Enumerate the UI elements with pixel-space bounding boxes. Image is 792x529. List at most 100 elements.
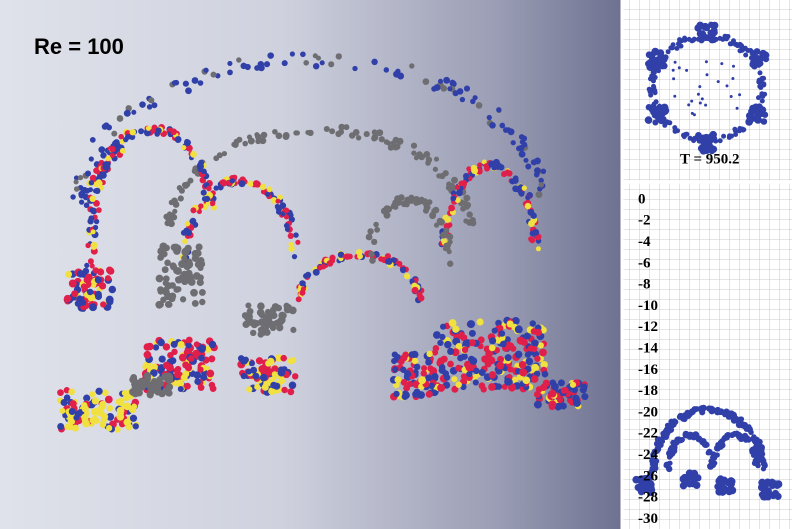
- particle: [489, 371, 497, 379]
- particle: [666, 466, 672, 472]
- particle: [305, 272, 311, 278]
- particle: [672, 69, 675, 72]
- particle: [706, 450, 711, 455]
- particle: [536, 191, 543, 198]
- particle: [682, 38, 687, 43]
- particle: [702, 441, 708, 447]
- particle: [726, 34, 731, 39]
- particle: [175, 268, 182, 275]
- particle: [534, 401, 542, 409]
- particle: [741, 423, 748, 430]
- particle: [85, 243, 90, 248]
- particle: [186, 337, 193, 344]
- particle: [710, 131, 717, 138]
- particle: [183, 81, 189, 87]
- particle: [301, 287, 306, 292]
- particle: [525, 203, 531, 209]
- particle: [264, 61, 270, 67]
- particle: [703, 24, 710, 31]
- particle: [699, 102, 702, 105]
- particle: [155, 301, 163, 309]
- particle: [743, 53, 748, 58]
- particle: [371, 59, 377, 65]
- particle: [123, 137, 128, 142]
- particle: [718, 36, 723, 41]
- particle: [198, 355, 205, 362]
- particle: [111, 131, 117, 137]
- particle: [249, 360, 255, 366]
- particle: [161, 250, 168, 257]
- particle: [445, 246, 450, 251]
- particle: [680, 475, 688, 483]
- particle: [367, 228, 373, 234]
- particle: [453, 90, 459, 96]
- particle: [447, 261, 453, 267]
- particle: [133, 423, 139, 429]
- particle: [414, 155, 419, 160]
- particle: [158, 380, 165, 387]
- particle: [654, 99, 659, 104]
- particle: [190, 151, 197, 158]
- particle: [381, 208, 388, 215]
- particle: [423, 202, 428, 207]
- particle: [455, 381, 461, 387]
- particle: [352, 66, 357, 71]
- particle: [69, 280, 77, 288]
- particle: [558, 379, 565, 386]
- particle: [89, 180, 94, 185]
- particle: [90, 137, 96, 143]
- particle: [425, 359, 432, 366]
- particle: [276, 132, 283, 139]
- particle: [473, 368, 479, 374]
- depth-label: -4: [638, 234, 651, 250]
- particle: [185, 245, 192, 252]
- particle: [438, 79, 443, 84]
- particle: [447, 361, 454, 368]
- particle: [88, 187, 93, 192]
- particle: [507, 320, 514, 327]
- particle: [162, 266, 169, 273]
- particle: [451, 177, 458, 184]
- particle: [414, 364, 421, 371]
- particle: [729, 432, 735, 438]
- particle: [404, 273, 410, 279]
- particle: [444, 341, 451, 348]
- particle: [89, 156, 94, 161]
- particle: [74, 186, 79, 191]
- particle: [201, 190, 207, 196]
- particle: [281, 387, 287, 393]
- particle: [410, 278, 415, 283]
- depth-label: -10: [638, 298, 658, 314]
- particle: [412, 391, 419, 398]
- particle: [519, 368, 527, 376]
- particle: [138, 128, 144, 134]
- particle: [124, 110, 131, 117]
- particle: [426, 157, 432, 163]
- particle: [539, 349, 547, 357]
- particle: [721, 134, 726, 139]
- particle: [548, 400, 556, 408]
- particle: [82, 420, 90, 428]
- particle: [252, 373, 259, 380]
- particle: [523, 158, 528, 163]
- particle: [260, 374, 268, 382]
- particle: [670, 440, 676, 446]
- particle: [441, 85, 448, 92]
- particle: [107, 267, 114, 274]
- particle: [92, 397, 99, 404]
- particle: [99, 401, 106, 408]
- particle: [418, 376, 426, 384]
- visualization: Re = 100 T = 950.2 0-2-4-6-8-10-12-14-16…: [0, 0, 792, 529]
- depth-label: -8: [638, 277, 651, 293]
- particle: [704, 104, 707, 107]
- particle: [217, 152, 223, 158]
- particle: [206, 186, 211, 191]
- particle: [190, 289, 198, 297]
- particle: [756, 95, 761, 100]
- particle: [373, 222, 379, 228]
- particle: [105, 156, 111, 162]
- particle: [462, 340, 469, 347]
- particle: [460, 97, 465, 102]
- particle: [512, 185, 519, 192]
- particle: [199, 289, 206, 296]
